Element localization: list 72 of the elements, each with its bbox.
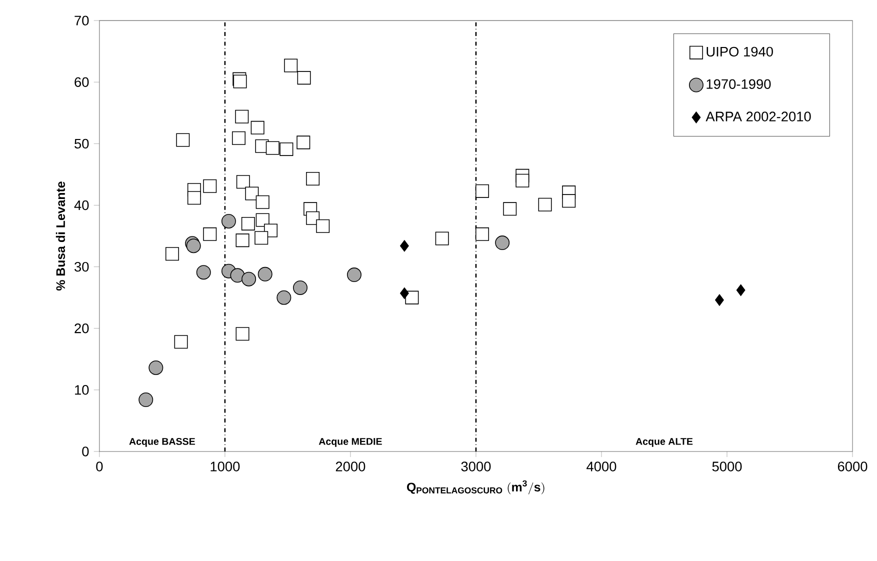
x-axis-title: $\mathbf{Q_{PONTELAGOSCURO}\ (m^{3}/s)}$ [407, 480, 544, 494]
point [284, 58, 298, 72]
point [148, 360, 164, 375]
legend-label: ARPA 2002-2010 [706, 112, 811, 122]
y-axis-title: % Busa di Levante [56, 182, 66, 290]
point [203, 179, 217, 193]
point [254, 231, 268, 245]
point [280, 142, 294, 156]
legend-label: UIPO 1940 [706, 46, 773, 56]
point [203, 227, 217, 241]
point [165, 247, 179, 261]
point [236, 327, 250, 341]
point [258, 266, 272, 282]
point [293, 280, 308, 295]
point [256, 195, 270, 209]
point [400, 240, 409, 252]
point [232, 131, 246, 145]
point [435, 232, 449, 246]
point [306, 172, 320, 186]
point [256, 213, 270, 227]
point [138, 392, 154, 407]
point [562, 194, 576, 208]
y-tick-label: 20 [74, 323, 89, 334]
point [187, 191, 201, 205]
point [736, 284, 746, 296]
point [405, 290, 419, 304]
annotation: Acque BASSE [129, 438, 195, 447]
point [250, 120, 264, 134]
point [400, 287, 409, 299]
x-tick-label: 6000 [838, 462, 868, 472]
y-tick-label: 70 [74, 16, 89, 26]
point [316, 219, 330, 233]
x-tick-label: 3000 [461, 462, 491, 472]
y-tick-label: 50 [74, 138, 89, 148]
point [715, 294, 724, 306]
point [174, 335, 188, 349]
x-tick-label: 1000 [210, 462, 240, 472]
point [475, 227, 490, 241]
point [236, 233, 250, 248]
point [297, 70, 311, 85]
y-tick-label: 10 [75, 384, 89, 395]
point [296, 136, 310, 150]
point [516, 174, 530, 188]
annotation: Acque ALTE [636, 438, 693, 447]
point [176, 133, 190, 147]
point [503, 202, 517, 216]
point [230, 268, 245, 283]
point [538, 198, 552, 212]
x-tick-label: 0 [96, 462, 103, 472]
point [236, 175, 250, 189]
annotation: Acque MEDIE [318, 438, 382, 447]
point [475, 184, 490, 198]
point [233, 74, 247, 88]
x-tick-label: 2000 [336, 462, 366, 472]
point [221, 214, 236, 228]
point [196, 265, 211, 280]
y-tick-label: 30 [74, 262, 89, 272]
point [276, 290, 292, 305]
point [245, 186, 259, 200]
x-tick-label: 5000 [712, 462, 742, 472]
y-tick-label: 40 [74, 200, 89, 210]
y-tick-label: 0 [82, 446, 89, 456]
point [242, 272, 256, 286]
point [266, 141, 280, 155]
point [306, 211, 320, 225]
point [241, 216, 255, 230]
point [346, 267, 362, 282]
point [235, 110, 249, 124]
point [495, 235, 510, 250]
x-tick-label: 4000 [586, 462, 616, 472]
y-tick-label: 60 [74, 77, 89, 87]
legend-label: 1970-1990 [706, 79, 771, 89]
